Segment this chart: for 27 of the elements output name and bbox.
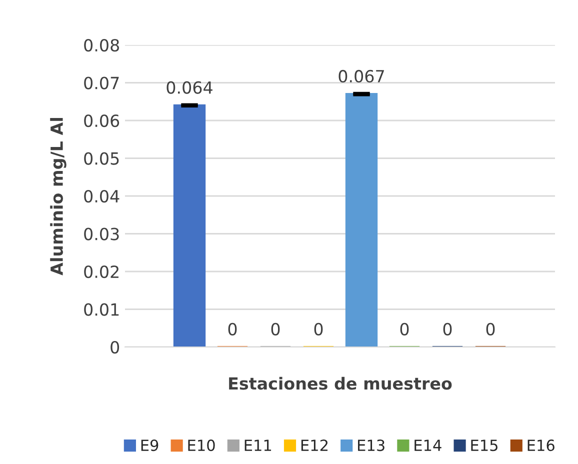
data-label: 0.064 [166, 81, 212, 94]
data-label: 0 [271, 322, 280, 336]
y-tick-label: 0.07 [84, 76, 119, 90]
y-tick-label: 0.08 [84, 38, 119, 52]
legend-label: E16 [528, 440, 554, 452]
y-tick-label: 0.01 [84, 303, 119, 316]
y-tick-label: 0 [110, 340, 120, 354]
y-axis-title: Aluminio mg/L Al [50, 118, 66, 276]
y-tick-label: 0.04 [84, 190, 120, 203]
legend-label: E15 [471, 440, 498, 452]
y-tick-label: 0.02 [84, 265, 118, 278]
legend-label: E14 [414, 440, 442, 451]
data-label: 0 [228, 322, 237, 336]
y-tick-label: 0.06 [84, 114, 120, 128]
x-axis-title: Estaciones de muestreo [229, 376, 452, 390]
legend-label: E9 [141, 440, 158, 452]
y-tick-label: 0.03 [84, 228, 119, 240]
data-label: 0 [443, 322, 452, 336]
data-label: 0 [486, 322, 495, 336]
data-label: 0.067 [338, 70, 384, 83]
data-label: 0 [314, 322, 323, 336]
legend-label: E11 [244, 440, 272, 451]
y-tick-label: 0.05 [84, 152, 119, 165]
legend-label: E12 [301, 440, 328, 451]
legend-label: E10 [188, 440, 215, 452]
data-label: 0 [400, 322, 409, 336]
legend-label: E13 [358, 440, 384, 452]
